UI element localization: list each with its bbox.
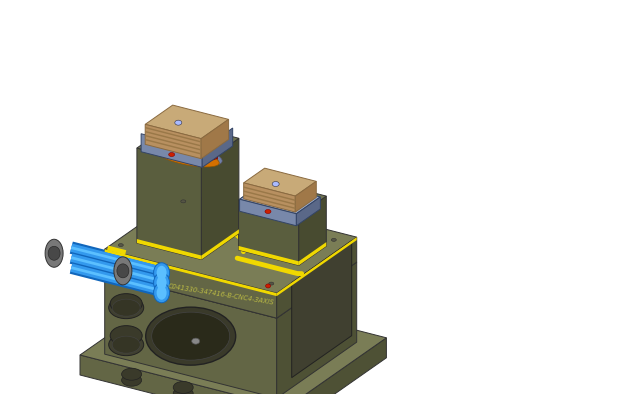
Ellipse shape: [157, 286, 166, 300]
Ellipse shape: [153, 313, 228, 359]
Ellipse shape: [175, 120, 182, 125]
Polygon shape: [297, 197, 321, 226]
Polygon shape: [158, 144, 217, 162]
Polygon shape: [295, 181, 316, 212]
Polygon shape: [201, 119, 229, 159]
Polygon shape: [154, 132, 222, 154]
Polygon shape: [239, 200, 299, 265]
Ellipse shape: [269, 282, 274, 285]
Ellipse shape: [184, 139, 192, 144]
Ellipse shape: [109, 297, 144, 319]
Ellipse shape: [265, 210, 271, 214]
Ellipse shape: [154, 273, 170, 293]
Polygon shape: [80, 285, 387, 394]
Polygon shape: [145, 105, 229, 139]
Polygon shape: [244, 190, 295, 205]
Polygon shape: [161, 134, 215, 152]
Ellipse shape: [110, 326, 142, 346]
Polygon shape: [244, 186, 295, 201]
Ellipse shape: [121, 374, 142, 386]
Ellipse shape: [157, 276, 166, 290]
Polygon shape: [244, 194, 295, 209]
Polygon shape: [286, 338, 387, 394]
Polygon shape: [239, 182, 321, 214]
Polygon shape: [244, 168, 316, 196]
Polygon shape: [105, 274, 277, 394]
Text: C041330-347416-B-CNC4-3AXIS: C041330-347416-B-CNC4-3AXIS: [167, 283, 274, 305]
Ellipse shape: [118, 243, 123, 247]
Polygon shape: [137, 239, 201, 260]
Polygon shape: [277, 262, 357, 394]
Ellipse shape: [117, 264, 129, 278]
Ellipse shape: [154, 283, 170, 303]
Polygon shape: [201, 229, 239, 260]
Ellipse shape: [169, 152, 175, 156]
Ellipse shape: [265, 284, 271, 288]
Ellipse shape: [173, 387, 193, 394]
Ellipse shape: [173, 381, 193, 393]
Ellipse shape: [145, 307, 236, 365]
Polygon shape: [145, 131, 201, 147]
Polygon shape: [145, 127, 201, 143]
Polygon shape: [154, 144, 222, 166]
Ellipse shape: [114, 257, 132, 285]
Ellipse shape: [154, 263, 170, 283]
Polygon shape: [202, 128, 232, 167]
Polygon shape: [157, 147, 219, 167]
Ellipse shape: [48, 246, 60, 260]
Polygon shape: [145, 135, 201, 151]
Ellipse shape: [157, 266, 166, 280]
Ellipse shape: [181, 200, 186, 203]
Ellipse shape: [152, 312, 230, 360]
Polygon shape: [105, 249, 277, 318]
Ellipse shape: [121, 368, 142, 380]
Polygon shape: [299, 196, 326, 265]
Polygon shape: [80, 355, 286, 394]
Polygon shape: [145, 125, 201, 159]
Polygon shape: [105, 249, 277, 296]
Ellipse shape: [112, 299, 140, 316]
Polygon shape: [137, 122, 239, 165]
Ellipse shape: [112, 336, 140, 353]
Polygon shape: [277, 237, 357, 318]
Polygon shape: [145, 139, 201, 155]
Polygon shape: [141, 126, 232, 164]
Polygon shape: [239, 181, 326, 216]
Ellipse shape: [272, 182, 279, 186]
Polygon shape: [105, 193, 357, 293]
Polygon shape: [244, 183, 295, 212]
Polygon shape: [141, 134, 202, 167]
Polygon shape: [105, 218, 357, 318]
Polygon shape: [239, 246, 299, 265]
Polygon shape: [291, 241, 352, 378]
Ellipse shape: [110, 294, 142, 314]
Ellipse shape: [147, 309, 235, 364]
Polygon shape: [158, 142, 217, 160]
Ellipse shape: [109, 334, 144, 356]
Ellipse shape: [45, 239, 63, 267]
Ellipse shape: [331, 238, 337, 242]
Polygon shape: [201, 138, 239, 260]
Polygon shape: [299, 242, 326, 265]
Polygon shape: [137, 148, 201, 260]
Polygon shape: [277, 237, 357, 296]
Polygon shape: [239, 199, 297, 226]
Ellipse shape: [192, 338, 199, 344]
